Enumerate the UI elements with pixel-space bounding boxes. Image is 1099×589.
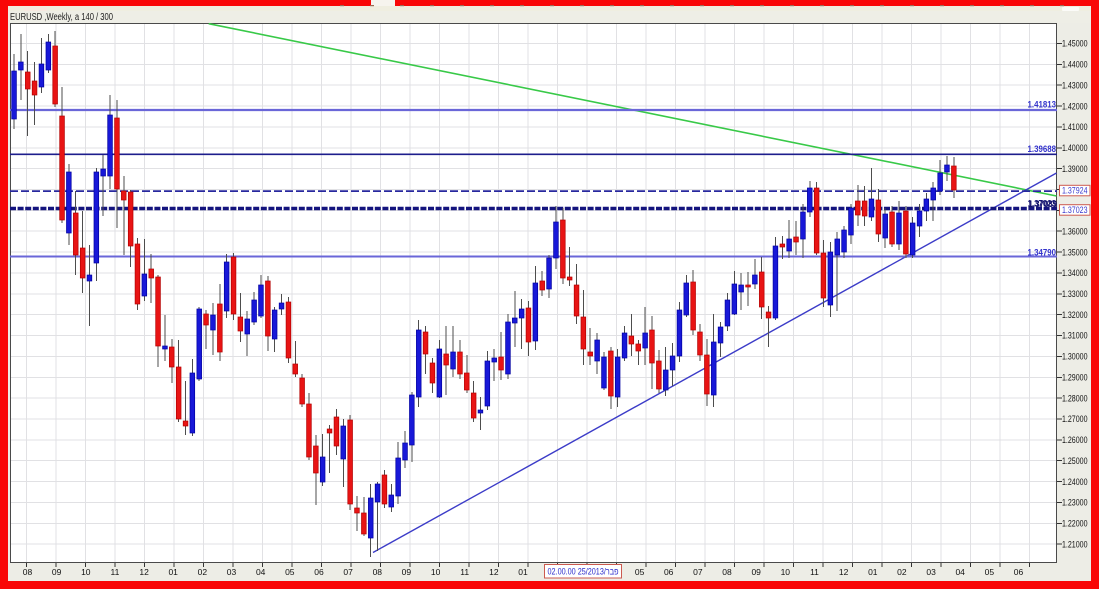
svg-text:02: 02 <box>198 567 208 577</box>
svg-text:01: 01 <box>168 567 178 577</box>
svg-text:1.31000: 1.31000 <box>1062 331 1088 341</box>
svg-text:1.42000: 1.42000 <box>1062 101 1088 111</box>
svg-text:08: 08 <box>23 567 33 577</box>
svg-text:05: 05 <box>285 567 295 577</box>
svg-text:1.37023: 1.37023 <box>1062 205 1088 215</box>
svg-text:04: 04 <box>955 567 965 577</box>
svg-text:11: 11 <box>110 567 119 577</box>
svg-text:1.23000: 1.23000 <box>1062 498 1088 508</box>
svg-text:1.22000: 1.22000 <box>1062 519 1088 529</box>
svg-text:09: 09 <box>751 567 761 577</box>
svg-text:1.29000: 1.29000 <box>1062 373 1088 383</box>
svg-text:1.37023: 1.37023 <box>1028 199 1057 210</box>
svg-text:10: 10 <box>81 567 91 577</box>
svg-text:05: 05 <box>985 567 995 577</box>
svg-text:1.45000: 1.45000 <box>1062 39 1088 49</box>
svg-text:1.30000: 1.30000 <box>1062 352 1088 362</box>
svg-text:1.34790: 1.34790 <box>1028 247 1057 258</box>
svg-text:12: 12 <box>489 567 499 577</box>
svg-text:1.27000: 1.27000 <box>1062 414 1088 424</box>
svg-text:1.39000: 1.39000 <box>1062 164 1088 174</box>
svg-text:05: 05 <box>635 567 645 577</box>
svg-text:1.36000: 1.36000 <box>1062 226 1088 236</box>
svg-text:01: 01 <box>868 567 878 577</box>
svg-text:1.43000: 1.43000 <box>1062 80 1088 90</box>
svg-text:1.44000: 1.44000 <box>1062 60 1088 70</box>
svg-text:09: 09 <box>402 567 412 577</box>
svg-text:1.33000: 1.33000 <box>1062 289 1088 299</box>
svg-text:08: 08 <box>722 567 732 577</box>
svg-text:07: 07 <box>343 567 353 577</box>
svg-text:06: 06 <box>314 567 324 577</box>
svg-text:1.35000: 1.35000 <box>1062 247 1088 257</box>
svg-text:06: 06 <box>1014 567 1024 577</box>
svg-text:1.28000: 1.28000 <box>1062 393 1088 403</box>
svg-text:10: 10 <box>781 567 791 577</box>
svg-text:01: 01 <box>518 567 528 577</box>
svg-text:11: 11 <box>810 567 819 577</box>
svg-text:1.37924: 1.37924 <box>1062 186 1088 196</box>
svg-text:06: 06 <box>664 567 674 577</box>
svg-text:03: 03 <box>227 567 237 577</box>
svg-text:1.25000: 1.25000 <box>1062 456 1088 466</box>
svg-text:08: 08 <box>373 567 383 577</box>
svg-text:02: 02 <box>897 567 907 577</box>
svg-text:1.40000: 1.40000 <box>1062 143 1088 153</box>
svg-text:1.39688: 1.39688 <box>1028 144 1057 155</box>
svg-text:1.37089: 1.37089 <box>1029 199 1058 210</box>
svg-text:1.32000: 1.32000 <box>1062 310 1088 320</box>
svg-text:1.26000: 1.26000 <box>1062 435 1088 445</box>
svg-text:03: 03 <box>926 567 936 577</box>
svg-text:09: 09 <box>52 567 62 577</box>
svg-text:1.41000: 1.41000 <box>1062 122 1088 132</box>
svg-text:1.24000: 1.24000 <box>1062 477 1088 487</box>
svg-text:1.41813: 1.41813 <box>1028 100 1057 111</box>
svg-text:10: 10 <box>431 567 441 577</box>
svg-text:04: 04 <box>256 567 266 577</box>
svg-text:12: 12 <box>139 567 149 577</box>
svg-text:07: 07 <box>693 567 703 577</box>
svg-text:11: 11 <box>460 567 469 577</box>
svg-text:1.21000: 1.21000 <box>1062 539 1088 549</box>
svg-text:1.34000: 1.34000 <box>1062 268 1088 278</box>
svg-text:02.00.00 25/2013/פבר: 02.00.00 25/2013/פבר <box>548 567 619 577</box>
svg-text:12: 12 <box>839 567 849 577</box>
svg-text:EURUSD ,Weekly, a 140 / 300: EURUSD ,Weekly, a 140 / 300 <box>10 12 113 23</box>
